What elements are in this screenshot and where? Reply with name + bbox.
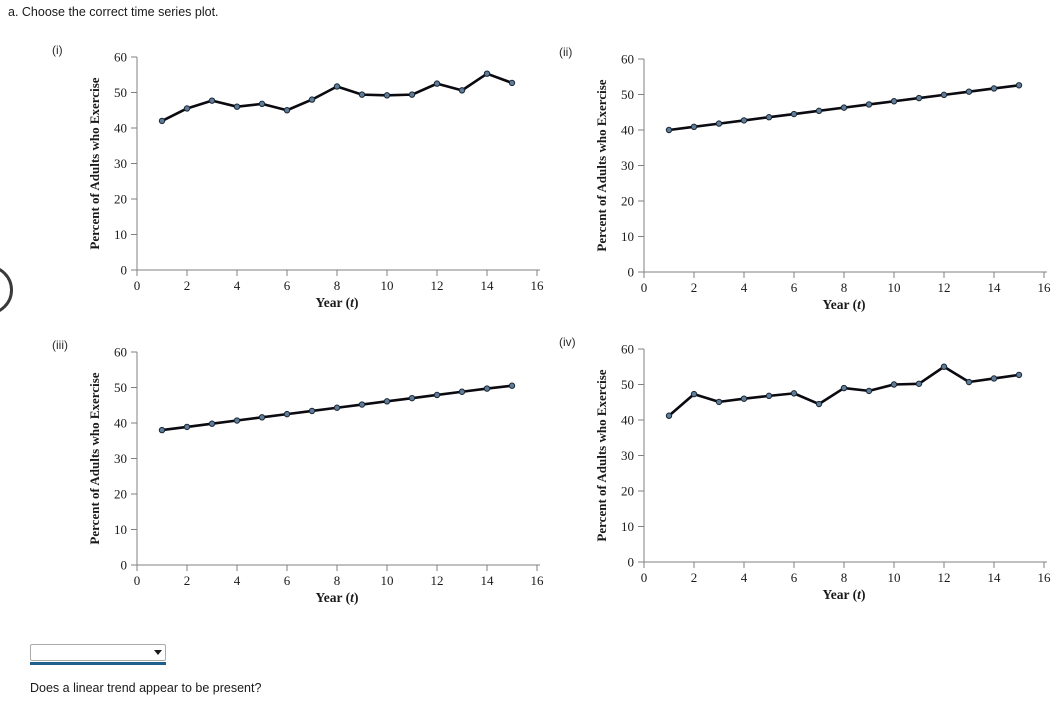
svg-text:Year (t): Year (t) [823,297,866,312]
plot-ii-canvas: 0 10 20 30 40 50 60 0 2 4 6 8 10 12 14 16 Year (t) Percen… [594,52,1052,313]
svg-text:16: 16 [531,278,545,293]
svg-text:30: 30 [621,448,634,463]
svg-text:10: 10 [621,229,634,244]
plot-iv-canvas: 0 10 20 30 40 50 60 0 2 4 6 8 10 12 14 16 Year (t) Percen… [594,342,1052,603]
plot-label-ii: (ii) [559,45,573,59]
svg-text:8: 8 [334,573,341,588]
plot-label-i: (i) [52,43,63,57]
svg-text:20: 20 [621,484,634,499]
answer-dropdown[interactable] [30,644,166,661]
plot-label-iii: (iii) [52,338,68,352]
svg-text:20: 20 [114,487,127,502]
svg-text:60: 60 [114,345,127,360]
svg-text:20: 20 [621,194,634,209]
svg-text:8: 8 [334,278,341,293]
svg-text:0: 0 [121,558,128,573]
svg-text:10: 10 [621,519,634,534]
svg-text:8: 8 [841,570,848,585]
svg-text:10: 10 [888,280,901,295]
svg-text:0: 0 [628,555,635,570]
svg-text:Percent of Adults who Exercise: Percent of Adults who Exercise [87,372,102,544]
svg-text:2: 2 [691,280,698,295]
svg-text:10: 10 [114,227,127,242]
svg-text:12: 12 [938,280,951,295]
svg-text:14: 14 [481,278,495,293]
plot-i-canvas: 0 10 20 30 40 50 60 0 2 4 6 8 10 12 14 16 Year (t) Percen… [87,50,545,311]
plot-label-iv: (iv) [559,335,576,349]
svg-text:6: 6 [791,570,798,585]
svg-text:8: 8 [841,280,848,295]
svg-text:60: 60 [621,52,634,67]
svg-text:50: 50 [114,85,127,100]
svg-text:10: 10 [381,278,394,293]
svg-text:60: 60 [621,342,634,357]
svg-text:12: 12 [431,278,444,293]
page-title: a. Choose the correct time series plot. [8,5,219,19]
time-series-plot-iii: (iii) 0 10 20 30 40 50 60 0 2 4 6 8 10 12 14 16 Year (t)… [52,337,555,617]
svg-text:6: 6 [284,278,291,293]
svg-text:40: 40 [114,416,127,431]
svg-text:0: 0 [134,573,141,588]
svg-text:40: 40 [621,123,634,138]
svg-text:4: 4 [741,570,748,585]
svg-text:Percent of Adults who Exercise: Percent of Adults who Exercise [594,369,609,541]
time-series-plot-ii: (ii) 0 10 20 30 40 50 60 0 2 4 6 8 10 12 14 16 Year (t) P… [559,44,1062,324]
svg-text:0: 0 [121,263,128,278]
svg-text:12: 12 [431,573,444,588]
svg-text:2: 2 [184,278,191,293]
svg-text:14: 14 [481,573,495,588]
svg-text:16: 16 [1038,570,1052,585]
cutoff-circle-decoration [0,265,13,315]
svg-text:30: 30 [114,156,127,171]
svg-text:14: 14 [988,280,1002,295]
svg-text:10: 10 [381,573,394,588]
svg-text:Year (t): Year (t) [823,587,866,602]
svg-text:16: 16 [1038,280,1052,295]
svg-text:4: 4 [234,278,241,293]
svg-text:Percent of Adults who Exercise: Percent of Adults who Exercise [594,79,609,251]
dropdown-focus-underline [30,662,166,665]
svg-text:4: 4 [234,573,241,588]
svg-text:50: 50 [114,380,127,395]
chevron-down-icon[interactable] [154,650,162,655]
svg-text:50: 50 [621,87,634,102]
svg-text:Year (t): Year (t) [316,590,359,605]
svg-text:40: 40 [114,121,127,136]
svg-text:2: 2 [691,570,698,585]
svg-text:60: 60 [114,50,127,65]
svg-text:12: 12 [938,570,951,585]
time-series-plot-i: (i) 0 10 20 30 40 50 60 0 2 4 6 8 10 12 14 16 Year (t) Pe… [52,42,555,322]
svg-text:0: 0 [641,570,648,585]
svg-text:0: 0 [628,265,635,280]
svg-text:Year (t): Year (t) [316,295,359,310]
svg-text:10: 10 [888,570,901,585]
svg-text:10: 10 [114,522,127,537]
svg-text:30: 30 [621,158,634,173]
svg-text:20: 20 [114,192,127,207]
followup-question: Does a linear trend appear to be present… [30,681,262,695]
svg-text:16: 16 [531,573,545,588]
svg-text:40: 40 [621,413,634,428]
svg-text:2: 2 [184,573,191,588]
answer-dropdown-wrapper [30,644,166,665]
svg-text:14: 14 [988,570,1002,585]
svg-text:50: 50 [621,377,634,392]
svg-text:Percent of Adults who Exercise: Percent of Adults who Exercise [87,77,102,249]
svg-text:0: 0 [134,278,141,293]
svg-text:30: 30 [114,451,127,466]
time-series-plot-iv: (iv) 0 10 20 30 40 50 60 0 2 4 6 8 10 12 14 16 Year (t) P… [559,334,1062,614]
svg-text:4: 4 [741,280,748,295]
svg-text:6: 6 [284,573,291,588]
svg-text:6: 6 [791,280,798,295]
plot-iii-canvas: 0 10 20 30 40 50 60 0 2 4 6 8 10 12 14 16 Year (t) Percen… [87,345,545,606]
svg-text:0: 0 [641,280,648,295]
